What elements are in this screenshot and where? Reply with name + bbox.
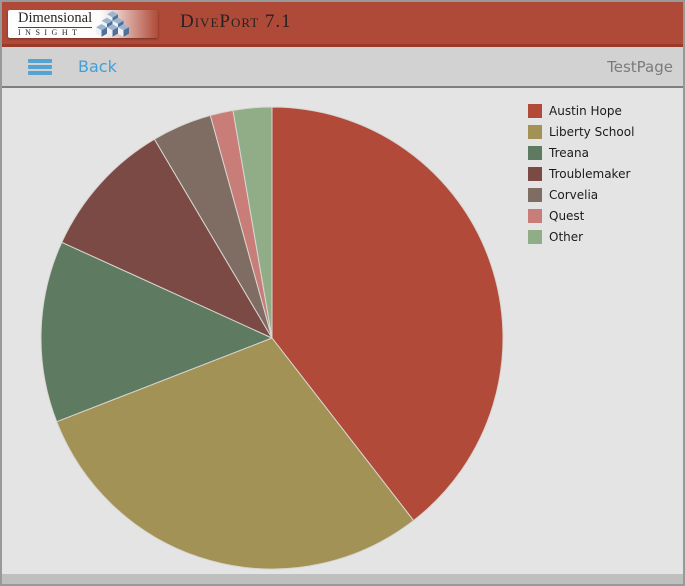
pie-slice-other[interactable] [232,106,273,339]
legend-item: Corvelia [528,188,634,202]
toolbar: Back TestPage [2,47,683,86]
legend-item: Quest [528,209,634,223]
hamburger-menu-button[interactable] [28,58,52,75]
page-content: Austin Hope Liberty School Treana Troublema… [2,88,683,574]
legend-label: Treana [549,146,589,160]
legend-swatch [528,209,542,223]
logo-divider-rule [18,26,93,28]
pie-slice-austin-hope[interactable] [271,106,504,522]
app-title: DivePort 7.1 [180,11,292,32]
logo-brand-line2: INSIGHT [18,27,82,37]
cubes-logo-icon [96,11,130,37]
legend-swatch [528,125,542,139]
legend-label: Other [549,230,584,244]
dimensional-insight-logo[interactable]: Dimensional INSIGHT [8,10,158,38]
legend-item: Austin Hope [528,104,634,118]
hamburger-bar [28,58,52,63]
legend-swatch [528,230,542,244]
header-accent-stripe [2,44,683,47]
legend-label: Austin Hope [549,104,622,118]
logo-brand-line1: Dimensional [18,10,93,27]
legend-label: Liberty School [549,125,635,139]
pie-slice-liberty-school[interactable] [56,337,415,570]
window-footer [2,574,683,584]
legend-label: Troublemaker [549,167,631,181]
legend-item: Other [528,230,634,244]
page-name-label: TestPage [607,57,673,76]
legend-swatch [528,188,542,202]
legend-swatch [528,167,542,181]
pie-slice-treana[interactable] [40,241,273,423]
legend-item: Liberty School [528,125,634,139]
legend-label: Corvelia [549,188,599,202]
toolbar-divider [2,86,683,88]
legend-swatch [528,104,542,118]
legend-item: Troublemaker [528,167,634,181]
chart-legend: Austin Hope Liberty School Treana Troublema… [528,104,634,251]
back-link[interactable]: Back [78,57,117,76]
legend-item: Treana [528,146,634,160]
pie-chart [40,106,504,570]
legend-label: Quest [549,209,585,223]
legend-swatch [528,146,542,160]
pie-slice-troublemaker[interactable] [61,138,273,339]
logo-text: Dimensional INSIGHT [18,10,93,37]
hamburger-bar [28,70,52,75]
hamburger-bar [28,64,52,69]
app-header: Dimensional INSIGHT [2,2,683,44]
